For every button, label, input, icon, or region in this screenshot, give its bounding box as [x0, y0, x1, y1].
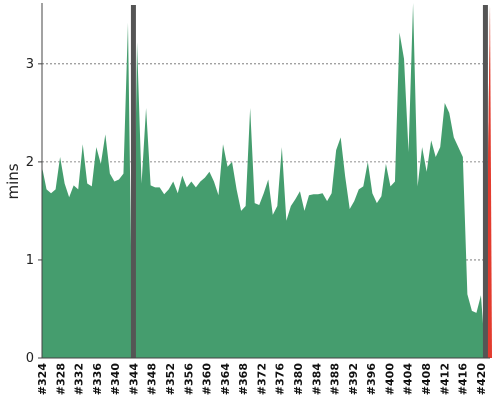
failed-build-markers	[130, 5, 488, 358]
build-duration-area	[42, 3, 490, 358]
series-area	[42, 3, 492, 358]
x-tick-label: #408	[420, 363, 433, 395]
x-tick-label: #324	[36, 363, 49, 396]
failed-build-band	[130, 5, 136, 358]
x-tick-label: #404	[402, 363, 415, 396]
x-tick-label: #340	[109, 363, 122, 396]
x-tick-label: #384	[310, 363, 323, 396]
y-axis-label: mins	[4, 163, 22, 199]
x-tick-label: #400	[383, 363, 396, 396]
axes	[38, 3, 490, 359]
x-tick-label: #364	[219, 363, 232, 396]
x-tick-label: #392	[347, 363, 360, 395]
x-tick-label: #356	[182, 363, 195, 396]
x-tick-labels: #324 #328 #332 #336 #340 #344 #348 #352 #356 #360…	[36, 363, 488, 396]
y-tick-labels: 0 1 2 3	[26, 57, 34, 366]
y-tick-label: 2	[26, 155, 34, 170]
x-tick-label: #336	[91, 363, 104, 396]
x-tick-label: #372	[255, 363, 268, 395]
x-tick-label: #344	[127, 363, 140, 396]
y-tick-label: 3	[26, 57, 34, 72]
x-tick-label: #368	[237, 363, 250, 395]
y-tick-label: 0	[26, 351, 34, 366]
x-tick-label: #412	[438, 363, 451, 395]
x-tick-label: #328	[54, 363, 67, 395]
y-tick-label: 1	[26, 253, 34, 268]
x-tick-label: #348	[146, 363, 159, 395]
x-tick-label: #360	[201, 363, 214, 396]
x-tick-label: #388	[329, 363, 342, 395]
failed-build-band	[482, 5, 488, 358]
x-tick-label: #352	[164, 363, 177, 395]
x-tick-label: #420	[475, 363, 488, 396]
x-tick-label: #396	[365, 363, 378, 396]
x-tick-label: #332	[73, 363, 86, 395]
x-tick-label: #376	[274, 363, 287, 396]
x-tick-label: #416	[457, 363, 470, 396]
x-tick-label: #380	[292, 363, 305, 396]
